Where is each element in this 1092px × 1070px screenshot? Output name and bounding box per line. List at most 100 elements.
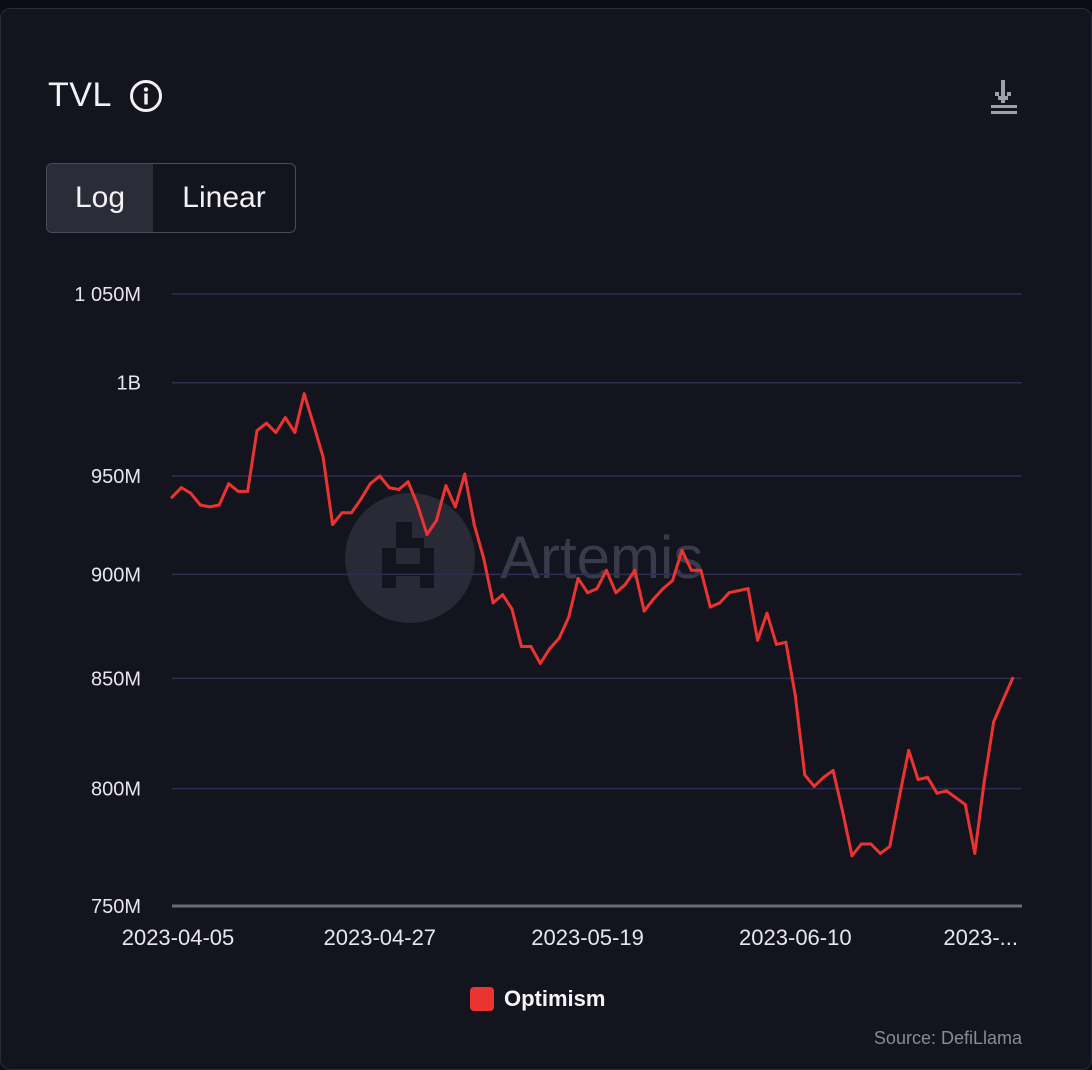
data-point (935, 791, 939, 795)
data-point (812, 784, 816, 788)
y-tick-label: 1 050M (74, 284, 141, 306)
linear-scale-button[interactable]: Linear (182, 181, 266, 214)
data-point (331, 523, 335, 526)
info-circle-icon[interactable] (128, 78, 164, 114)
data-point (954, 796, 958, 800)
data-point (727, 591, 731, 595)
data-point (803, 773, 807, 777)
optimism-series-line (170, 392, 1015, 858)
grid-lines (172, 293, 1022, 908)
series-points (170, 392, 1015, 858)
data-point (633, 568, 637, 572)
y-axis-ticks: 1 050M 1B 950M 900M 850M 800M 750M (74, 284, 141, 918)
x-tick-label: 2023-06-10 (739, 925, 852, 950)
data-point (567, 615, 571, 619)
data-point (340, 511, 344, 515)
data-point (907, 748, 911, 752)
y-tick-label: 900M (91, 564, 141, 586)
data-point (349, 511, 353, 515)
data-point (491, 601, 495, 605)
data-point (179, 486, 183, 490)
download-icon[interactable] (986, 78, 1022, 118)
data-point (293, 431, 297, 434)
data-point (359, 497, 363, 501)
data-point (397, 488, 401, 491)
data-point (264, 421, 268, 425)
data-point (926, 775, 930, 779)
log-scale-button[interactable]: Log (47, 164, 153, 232)
data-point (198, 503, 202, 507)
y-tick-label: 750M (91, 896, 141, 918)
data-point (963, 803, 967, 807)
data-point (774, 642, 778, 646)
x-tick-label: 2023-... (943, 925, 1018, 950)
data-point (888, 844, 892, 848)
data-point (387, 486, 391, 490)
data-point (321, 455, 325, 459)
data-point (586, 591, 590, 595)
data-point (595, 587, 599, 591)
chart-card (0, 8, 1092, 1070)
data-point (718, 601, 722, 605)
data-point (916, 778, 920, 781)
data-point (274, 431, 278, 434)
data-point (236, 489, 240, 493)
data-point (302, 392, 306, 396)
x-tick-label: 2023-04-05 (122, 925, 235, 950)
data-point (699, 568, 703, 572)
legend-label-optimism: Optimism (504, 986, 606, 1011)
data-point (614, 591, 618, 595)
legend[interactable]: Optimism (470, 986, 605, 1012)
x-tick-label: 2023-04-27 (324, 925, 437, 950)
data-point (557, 636, 561, 640)
data-point (784, 640, 788, 644)
data-point (368, 482, 372, 486)
data-point (661, 587, 665, 591)
data-point (208, 505, 212, 509)
data-point (576, 576, 580, 580)
data-point (472, 523, 476, 526)
chart-title: TVL (48, 76, 112, 114)
data-point (246, 489, 250, 493)
y-tick-label: 800M (91, 779, 141, 801)
data-point (255, 429, 259, 433)
data-point (217, 503, 221, 507)
data-point (519, 645, 523, 648)
data-point (671, 579, 675, 582)
data-point (548, 647, 552, 651)
data-point (822, 775, 826, 779)
data-point (737, 589, 741, 593)
x-axis-ticks: 2023-04-05 2023-04-27 2023-05-19 2023-06-10… (122, 925, 1018, 950)
data-point (859, 842, 863, 846)
data-point (765, 611, 769, 615)
data-point (482, 556, 486, 560)
data-point (869, 842, 873, 846)
data-point (1001, 698, 1005, 702)
data-point (850, 854, 854, 858)
data-point (652, 597, 656, 601)
data-point (897, 796, 901, 800)
x-tick-label: 2023-05-19 (531, 925, 644, 950)
data-point (453, 505, 457, 509)
data-point (529, 645, 533, 648)
y-tick-label: 1B (117, 373, 141, 395)
data-point (642, 609, 646, 613)
data-point (982, 780, 986, 784)
data-point (312, 423, 316, 427)
data-point (434, 519, 438, 523)
data-point (831, 769, 835, 772)
data-point (510, 607, 514, 611)
data-point (708, 605, 712, 609)
data-point (416, 503, 420, 507)
data-point (992, 720, 996, 724)
data-point (623, 583, 627, 586)
data-point (604, 568, 608, 572)
data-point (170, 495, 174, 499)
data-point (689, 568, 693, 572)
source-note: Source: DefiLlama (873, 1028, 1022, 1048)
data-point (283, 416, 287, 420)
data-point (538, 661, 542, 665)
data-point (501, 593, 505, 597)
data-point (756, 638, 760, 642)
data-point (944, 789, 948, 793)
